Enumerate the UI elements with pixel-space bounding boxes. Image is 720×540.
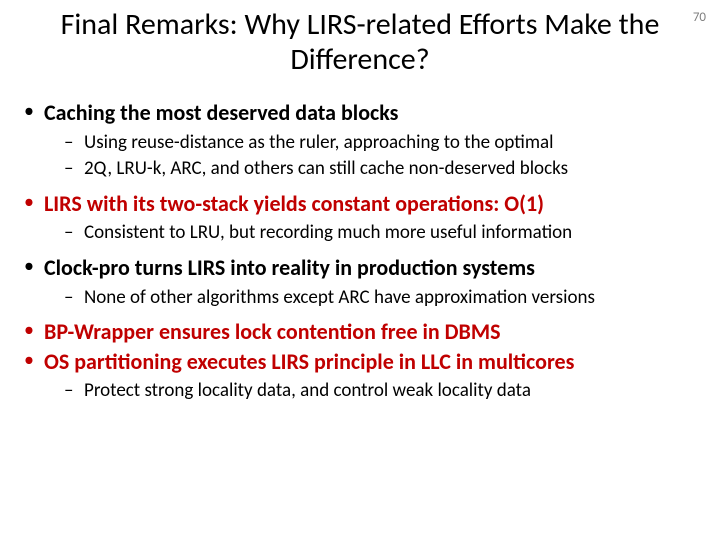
bullet-item: LIRS with its two-stack yields constant … bbox=[18, 190, 702, 246]
sub-bullet-list: Consistent to LRU, but recording much mo… bbox=[44, 221, 702, 246]
bullet-item: Caching the most deserved data blocks Us… bbox=[18, 99, 702, 182]
title-part1: Final Remarks: bbox=[61, 6, 245, 43]
bullet-item: OS partitioning executes LIRS principle … bbox=[18, 348, 702, 404]
title-part2: Why LIRS-related Efforts Make the Differ… bbox=[244, 6, 659, 78]
bullet-item: BP-Wrapper ensures lock contention free … bbox=[18, 318, 702, 346]
sub-bullet-item: Consistent to LRU, but recording much mo… bbox=[64, 221, 702, 246]
bullet-text: BP-Wrapper ensures lock contention free … bbox=[44, 318, 702, 346]
slide-container: 70 Final Remarks: Why LIRS-related Effor… bbox=[0, 0, 720, 540]
page-number: 70 bbox=[693, 10, 706, 25]
bullet-item: Clock-pro turns LIRS into reality in pro… bbox=[18, 254, 702, 310]
bullet-text: LIRS with its two-stack yields constant … bbox=[44, 190, 702, 218]
sub-bullet-item: Using reuse-distance as the ruler, appro… bbox=[64, 131, 702, 156]
sub-bullet-item: None of other algorithms except ARC have… bbox=[64, 286, 702, 311]
sub-bullet-list: None of other algorithms except ARC have… bbox=[44, 286, 702, 311]
sub-bullet-item: Protect strong locality data, and contro… bbox=[64, 379, 702, 404]
sub-bullet-list: Using reuse-distance as the ruler, appro… bbox=[44, 131, 702, 182]
bullet-text: OS partitioning executes LIRS principle … bbox=[44, 348, 702, 376]
bullet-text: Clock-pro turns LIRS into reality in pro… bbox=[44, 254, 702, 282]
sub-bullet-item: 2Q, LRU-k, ARC, and others can still cac… bbox=[64, 157, 702, 182]
slide-title: Final Remarks: Why LIRS-related Efforts … bbox=[18, 8, 702, 77]
bullet-text: Caching the most deserved data blocks bbox=[44, 99, 702, 127]
bullet-list: Caching the most deserved data blocks Us… bbox=[18, 99, 702, 404]
sub-bullet-list: Protect strong locality data, and contro… bbox=[44, 379, 702, 404]
